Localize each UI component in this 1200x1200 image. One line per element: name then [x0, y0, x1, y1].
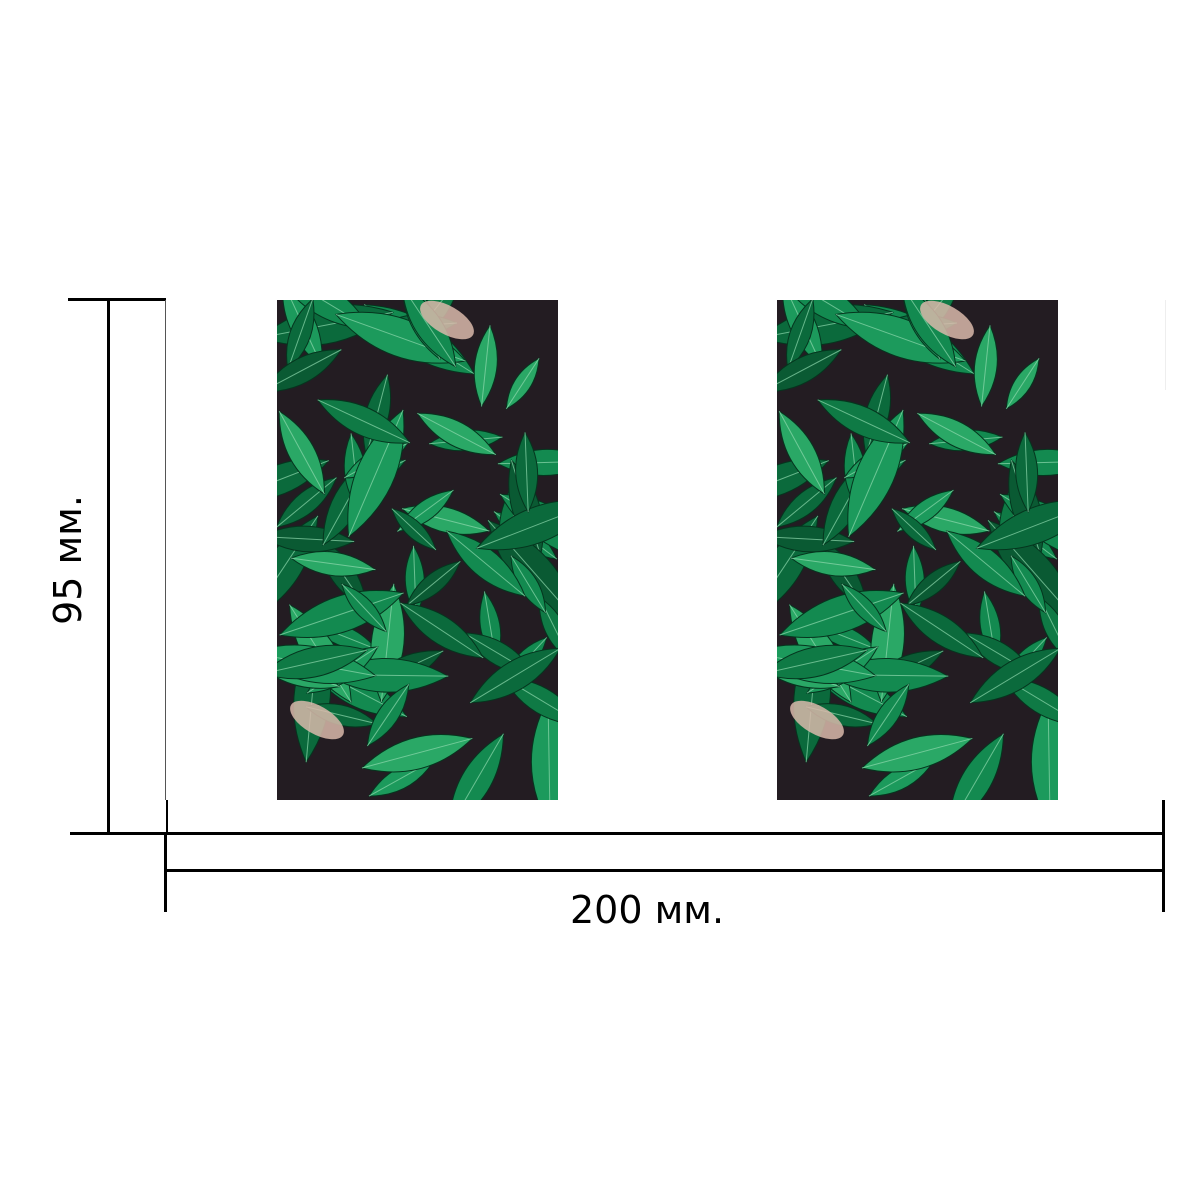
leaf: [778, 410, 825, 496]
leaf: [866, 683, 910, 747]
leaf: [278, 589, 405, 638]
leaf: [916, 412, 997, 456]
leaf: [416, 412, 497, 456]
leaf: [399, 602, 485, 659]
leaf: [366, 683, 410, 747]
pink-leaf: [790, 700, 844, 740]
leaf: [975, 499, 1058, 551]
pink-leaf: [420, 300, 474, 340]
leaf: [777, 644, 868, 680]
height-bottom-extension-line: [70, 832, 166, 835]
leaf: [891, 507, 937, 551]
leaf: [948, 732, 1005, 800]
width-dimension-line: [166, 869, 1164, 872]
leaf: [360, 733, 474, 773]
leaf: [841, 583, 887, 633]
leaf: [445, 530, 526, 597]
leaf: [777, 349, 843, 393]
leaf: [278, 410, 325, 496]
leaf: [277, 644, 368, 680]
height-top-extension-line: [68, 298, 166, 301]
leaf: [515, 431, 539, 514]
leaf: [778, 589, 905, 638]
leaf: [969, 647, 1058, 704]
leaf: [1005, 357, 1040, 410]
product-bottom-edge-line: [166, 832, 1164, 835]
leaf: [475, 499, 558, 551]
leaf: [391, 507, 437, 551]
leaf: [816, 399, 911, 444]
leaf-pattern-image: [777, 300, 1058, 800]
leaf: [277, 349, 343, 393]
leaf: [448, 732, 505, 800]
leaf: [290, 551, 377, 577]
width-label: 200 мм.: [570, 888, 725, 932]
width-right-extension-line: [1162, 800, 1165, 912]
leaf: [899, 602, 985, 659]
pink-leaf: [290, 700, 344, 740]
leaf: [945, 530, 1026, 597]
leaf: [1015, 431, 1039, 514]
leaf: [860, 733, 974, 773]
leaf-pattern-image: [277, 300, 558, 800]
pink-leaf: [920, 300, 974, 340]
height-label: 95 мм.: [46, 495, 90, 625]
leaf: [469, 647, 558, 704]
leaf-panel-right: [777, 300, 1058, 800]
faint-edge-line: [1165, 300, 1166, 390]
leaf: [341, 583, 387, 633]
leaf: [790, 551, 877, 577]
leaf: [473, 324, 498, 408]
height-dimension-line: [107, 300, 110, 834]
leaf-panel-left: [277, 300, 558, 800]
width-left-extension-line: [164, 834, 167, 912]
leaf: [973, 324, 998, 408]
leaf: [316, 399, 411, 444]
leaf: [505, 357, 540, 410]
product-left-edge-line: [165, 300, 166, 800]
product-left-edge-line-lower: [166, 800, 168, 834]
